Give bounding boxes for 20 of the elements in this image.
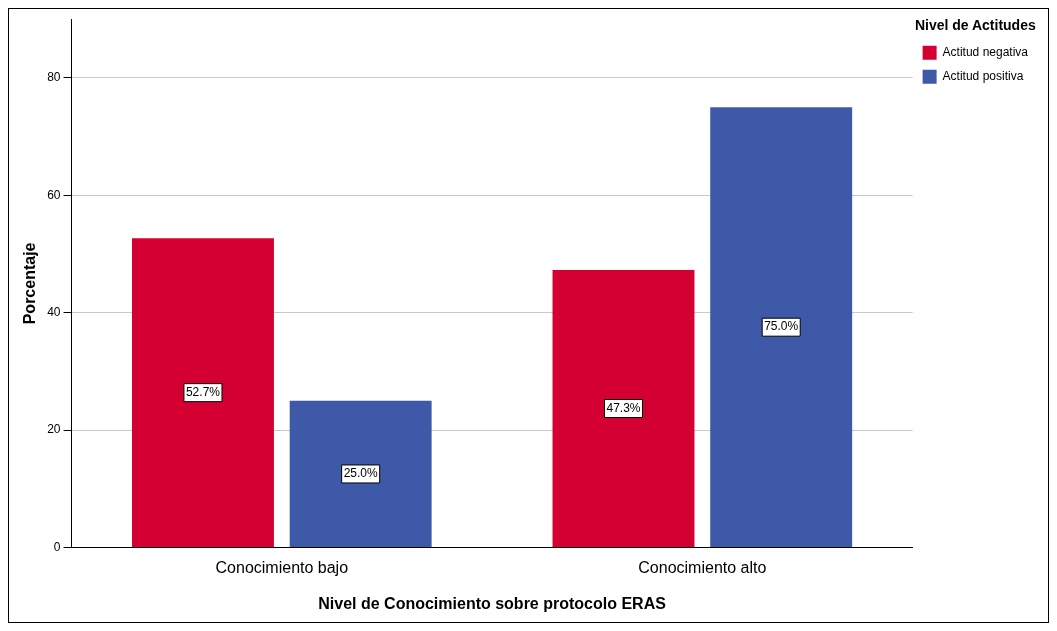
y-tick-label: 20 xyxy=(47,422,61,437)
data-label: 47.3% xyxy=(606,400,641,415)
y-tick-label: 80 xyxy=(47,70,61,85)
data-label: 25.0% xyxy=(343,466,378,481)
x-tick-label: Conocimiento bajo xyxy=(215,558,349,576)
bar xyxy=(552,269,695,548)
y-tick-label: 0 xyxy=(53,539,61,554)
legend-title: Nivel de Actitudes xyxy=(914,16,1036,33)
x-tick-label: Conocimiento alto xyxy=(638,558,767,576)
y-axis-title: Porcentaje xyxy=(21,242,39,325)
bar xyxy=(132,238,274,548)
legend-label: Actitud negativa xyxy=(942,45,1029,60)
legend-label: Actitud positiva xyxy=(942,69,1024,84)
data-label: 75.0% xyxy=(764,319,799,334)
bar xyxy=(710,107,853,548)
data-label: 52.7% xyxy=(185,384,221,399)
x-axis-title: Nivel de Conocimiento sobre protocolo ERAS xyxy=(318,594,667,612)
y-tick-label: 40 xyxy=(47,305,61,320)
y-tick-label: 60 xyxy=(47,187,61,202)
bar xyxy=(289,400,432,548)
